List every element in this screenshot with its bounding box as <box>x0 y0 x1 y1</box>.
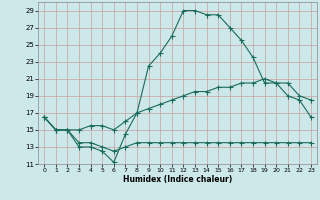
X-axis label: Humidex (Indice chaleur): Humidex (Indice chaleur) <box>123 175 232 184</box>
